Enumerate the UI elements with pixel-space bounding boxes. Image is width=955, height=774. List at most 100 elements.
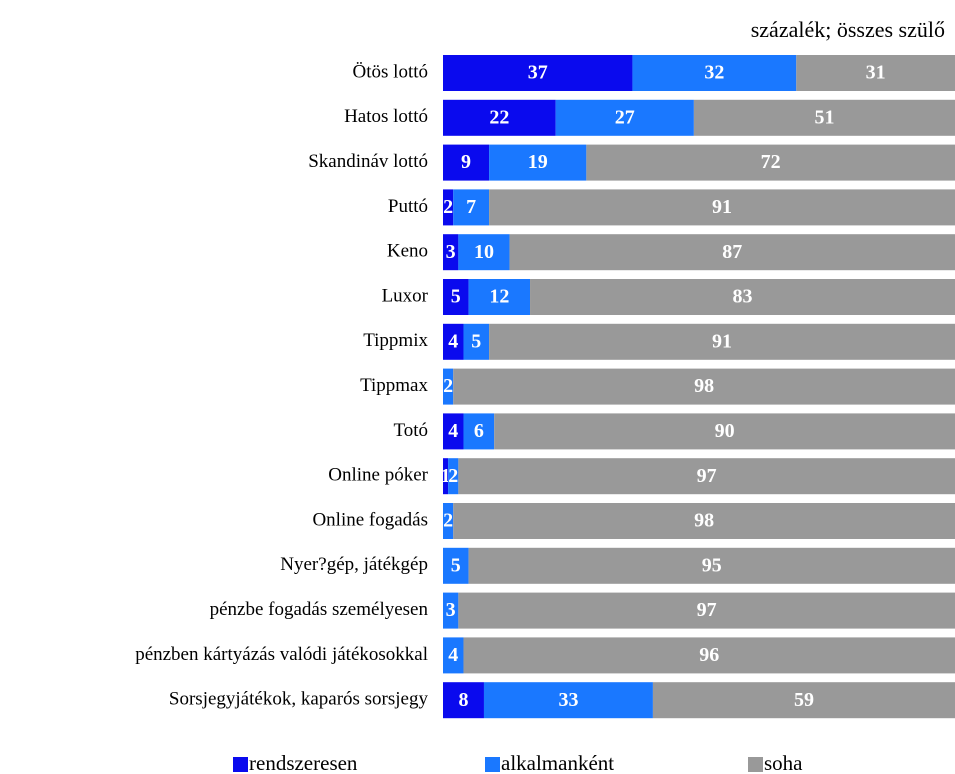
category-label: Keno <box>387 241 428 262</box>
bar-segment <box>443 368 454 405</box>
bar-segment <box>489 189 955 226</box>
category-label: Tippmix <box>363 330 428 351</box>
data-label: 95 <box>702 554 722 576</box>
bar-segment <box>443 682 484 719</box>
bar-segment <box>632 55 797 91</box>
data-label: 90 <box>715 420 735 442</box>
data-label: 2 <box>448 465 458 487</box>
data-label: 31 <box>866 62 886 84</box>
bar-segment <box>463 323 490 360</box>
bar-segment <box>463 637 955 674</box>
data-label: 2 <box>443 375 453 397</box>
category-label: Skandináv lottó <box>308 151 428 172</box>
data-label: 97 <box>697 465 717 487</box>
data-label: 98 <box>694 375 714 397</box>
category-label: pénzbe fogadás személyesen <box>210 599 429 620</box>
bar-segment <box>796 55 955 91</box>
legend-label: soha <box>764 751 803 774</box>
category-label: pénzben kártyázás valódi játékosokkal <box>135 644 428 665</box>
data-label: 91 <box>712 330 732 352</box>
data-label: 4 <box>448 644 458 666</box>
bar-segment <box>483 682 653 719</box>
bar-segment <box>489 323 955 360</box>
bar-segment <box>458 592 955 629</box>
data-label: 6 <box>474 420 484 442</box>
data-label: 33 <box>558 689 578 711</box>
data-label: 7 <box>466 196 476 218</box>
data-label: 27 <box>615 106 635 128</box>
data-label: 37 <box>528 62 548 84</box>
bar-segment <box>458 234 510 271</box>
bar-segment <box>443 592 459 629</box>
data-label: 5 <box>451 554 461 576</box>
legend-label: alkalmanként <box>501 751 614 774</box>
bar-segment <box>443 637 464 674</box>
category-label: Totó <box>393 420 428 441</box>
bar-segment <box>443 413 464 450</box>
category-label: Ötös lottó <box>353 61 428 82</box>
data-label: 12 <box>489 286 509 308</box>
data-label: 97 <box>697 599 717 621</box>
data-label: 5 <box>471 330 481 352</box>
bar-segment <box>443 189 454 226</box>
data-label: 91 <box>712 196 732 218</box>
bar-segment <box>443 323 464 360</box>
bar-segment <box>453 503 955 539</box>
category-label: Tippmax <box>360 375 428 396</box>
data-label: 98 <box>694 510 714 532</box>
bar-segment <box>443 458 449 495</box>
data-label: 2 <box>443 196 453 218</box>
bar-segment <box>468 547 955 584</box>
legend-swatch <box>233 757 248 772</box>
bar-segment <box>443 144 490 181</box>
category-label: Luxor <box>382 285 429 306</box>
data-label: 32 <box>704 62 724 84</box>
category-label: Nyer?gép, játékgép <box>280 554 428 575</box>
data-label: 1 <box>441 465 451 487</box>
legend-swatch <box>485 757 500 772</box>
category-label: Online póker <box>328 465 428 486</box>
data-label: 87 <box>722 241 742 263</box>
bar-segment <box>463 413 495 450</box>
bar-segment <box>443 547 469 584</box>
legend-swatch <box>748 757 763 772</box>
bar-segment <box>652 682 955 719</box>
bar-segment <box>443 234 459 271</box>
data-label: 3 <box>446 599 456 621</box>
bar-segment <box>494 413 955 450</box>
data-label: 96 <box>699 644 719 666</box>
bar-segment <box>448 458 459 495</box>
data-label: 4 <box>448 420 458 442</box>
bar-segment <box>443 279 469 315</box>
data-label: 4 <box>448 330 458 352</box>
bar-segment <box>443 99 556 136</box>
bar-segment <box>693 99 955 136</box>
data-label: 83 <box>733 286 753 308</box>
data-label: 2 <box>443 510 453 532</box>
subtitle: százalék; összes szülő <box>751 17 945 42</box>
bar-segment <box>468 279 531 315</box>
bar-segment <box>530 279 955 315</box>
category-label: Online fogadás <box>312 509 428 530</box>
data-label: 8 <box>458 689 468 711</box>
data-label: 3 <box>446 241 456 263</box>
bar-segment <box>443 55 633 91</box>
data-label: 51 <box>814 106 834 128</box>
category-label: Sorsjegyjátékok, kaparós sorsjegy <box>169 689 429 710</box>
bar-segment <box>489 144 587 181</box>
bar-segment <box>453 189 490 226</box>
data-label: 59 <box>794 689 814 711</box>
data-label: 19 <box>528 151 548 173</box>
data-label: 5 <box>451 286 461 308</box>
bar-segment <box>443 503 454 539</box>
data-label: 22 <box>489 106 509 128</box>
bar-segment <box>509 234 955 271</box>
data-label: 72 <box>761 151 781 173</box>
data-label: 9 <box>461 151 471 173</box>
legend-label: rendszeresen <box>249 751 358 774</box>
bar-segment <box>555 99 694 136</box>
data-label: 10 <box>474 241 494 263</box>
bar-segment <box>586 144 955 181</box>
bar-segment <box>453 368 955 405</box>
